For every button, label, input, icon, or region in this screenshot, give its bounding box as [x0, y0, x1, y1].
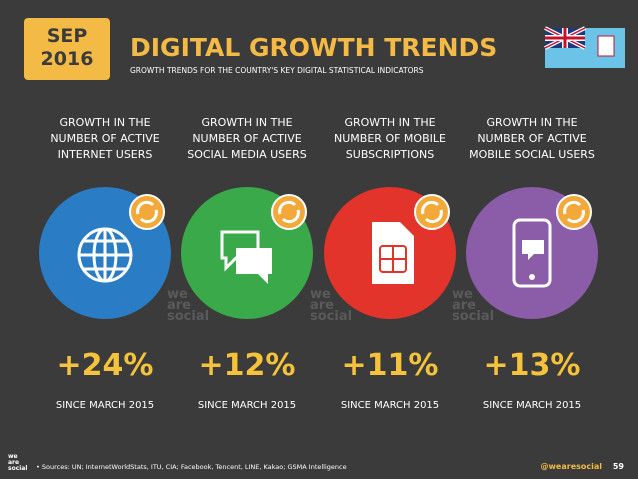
handle: @wearesocial [541, 462, 603, 471]
panel-label: NUMBER OF ACTIVE [192, 132, 301, 145]
watermark: are [167, 298, 191, 313]
panel-label: GROWTH IN THE [486, 116, 577, 129]
sources: • Sources: UN; InternetWorldStats, ITU, … [36, 463, 347, 471]
watermark: we [452, 287, 473, 302]
panel-label: SOCIAL MEDIA USERS [187, 148, 307, 161]
watermark: are [452, 298, 476, 313]
watermark: are [310, 298, 334, 313]
growth-value: +12% [199, 348, 296, 383]
logo: we [8, 453, 18, 460]
growth-arrows [421, 200, 443, 224]
flag [544, 26, 625, 68]
growth-badge [129, 194, 165, 230]
globe-icon [77, 227, 133, 283]
growth-value: +13% [484, 348, 581, 383]
panel-label: MOBILE SOCIAL USERS [469, 148, 595, 161]
panel-label: GROWTH IN THE [344, 116, 435, 129]
growth-badge [271, 194, 307, 230]
since-label: SINCE MARCH 2015 [198, 400, 296, 411]
logo: are [8, 459, 19, 466]
since-label: SINCE MARCH 2015 [341, 400, 439, 411]
title: DIGITAL GROWTH TRENDS [130, 33, 497, 62]
panel-label: SUBSCRIPTIONS [346, 148, 434, 161]
watermark: social [452, 309, 494, 324]
panel-label: GROWTH IN THE [201, 116, 292, 129]
subtitle: GROWTH TRENDS FOR THE COUNTRY'S KEY DIGI… [130, 66, 424, 75]
growth-badge [556, 194, 592, 230]
panel-label: GROWTH IN THE [59, 116, 150, 129]
watermark: social [310, 309, 352, 324]
growth-badge [414, 194, 450, 230]
footer [0, 455, 638, 479]
logo: social [8, 465, 27, 472]
watermark: we [310, 287, 331, 302]
watermark: we [167, 287, 188, 302]
growth-arrows [563, 200, 585, 224]
phone-icon [512, 218, 552, 288]
growth-arrows [136, 200, 158, 224]
sim-icon [372, 222, 414, 284]
growth-arrows [278, 200, 300, 224]
date-box [24, 18, 110, 80]
date-year: 2016 [41, 48, 94, 70]
date-month: SEP [47, 25, 88, 47]
growth-value: +24% [57, 348, 154, 383]
panel-label: NUMBER OF ACTIVE [477, 132, 586, 145]
page-number: 59 [613, 462, 625, 471]
panel-label: NUMBER OF ACTIVE [50, 132, 159, 145]
panel-label: NUMBER OF MOBILE [334, 132, 446, 145]
chat-icon [220, 230, 272, 284]
since-label: SINCE MARCH 2015 [56, 400, 154, 411]
watermark: social [167, 309, 209, 324]
panel-label: INTERNET USERS [58, 148, 153, 161]
since-label: SINCE MARCH 2015 [483, 400, 581, 411]
growth-value: +11% [342, 348, 439, 383]
